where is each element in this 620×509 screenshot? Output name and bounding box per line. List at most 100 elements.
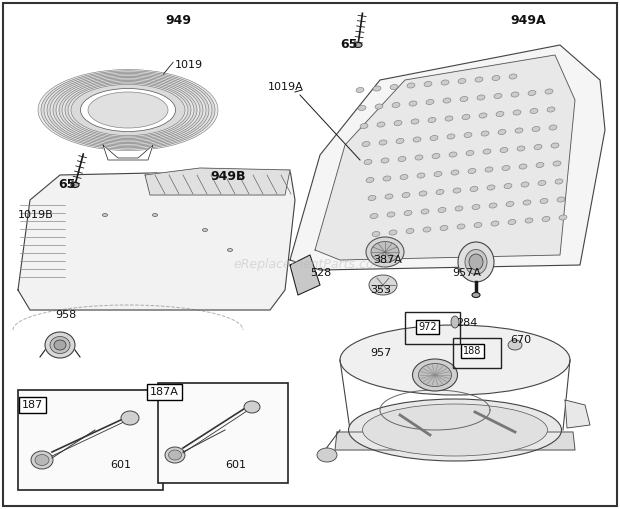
Ellipse shape — [555, 179, 563, 184]
Ellipse shape — [509, 74, 517, 79]
Ellipse shape — [372, 232, 380, 237]
Ellipse shape — [356, 88, 364, 93]
Ellipse shape — [394, 121, 402, 126]
Ellipse shape — [153, 213, 157, 216]
Ellipse shape — [553, 161, 561, 166]
Ellipse shape — [56, 77, 200, 143]
Bar — [405, 312, 460, 344]
Ellipse shape — [366, 237, 404, 267]
Ellipse shape — [515, 128, 523, 133]
Ellipse shape — [440, 225, 448, 231]
Ellipse shape — [479, 113, 487, 118]
Ellipse shape — [438, 208, 446, 213]
Ellipse shape — [534, 145, 542, 150]
Ellipse shape — [62, 80, 194, 139]
Ellipse shape — [426, 99, 434, 104]
Ellipse shape — [428, 118, 436, 123]
Ellipse shape — [165, 447, 185, 463]
Ellipse shape — [436, 189, 444, 194]
Ellipse shape — [68, 83, 188, 137]
Ellipse shape — [354, 42, 362, 47]
Ellipse shape — [483, 149, 491, 154]
Polygon shape — [145, 168, 290, 195]
Ellipse shape — [536, 162, 544, 167]
Ellipse shape — [373, 86, 381, 91]
Ellipse shape — [451, 170, 459, 175]
Ellipse shape — [508, 219, 516, 224]
Ellipse shape — [412, 359, 458, 391]
Ellipse shape — [513, 110, 521, 115]
Ellipse shape — [381, 158, 389, 163]
Ellipse shape — [521, 182, 529, 187]
Ellipse shape — [492, 75, 500, 80]
Ellipse shape — [487, 185, 495, 190]
Text: 284: 284 — [456, 318, 477, 328]
Ellipse shape — [491, 221, 499, 226]
Ellipse shape — [458, 78, 466, 83]
Text: 972: 972 — [416, 320, 437, 330]
Ellipse shape — [504, 183, 512, 188]
Text: 670: 670 — [510, 335, 531, 345]
Text: 387A: 387A — [373, 255, 402, 265]
Ellipse shape — [59, 79, 197, 141]
Ellipse shape — [559, 215, 567, 220]
Ellipse shape — [121, 411, 139, 425]
Ellipse shape — [366, 178, 374, 183]
Text: 958: 958 — [55, 310, 76, 320]
Ellipse shape — [54, 340, 66, 350]
Ellipse shape — [441, 80, 449, 85]
Text: 1019: 1019 — [175, 60, 203, 70]
Ellipse shape — [469, 254, 483, 270]
Ellipse shape — [508, 340, 522, 350]
Ellipse shape — [102, 213, 107, 216]
Ellipse shape — [447, 134, 455, 139]
Ellipse shape — [35, 455, 49, 466]
Text: 972: 972 — [418, 322, 436, 332]
Ellipse shape — [496, 111, 504, 117]
Ellipse shape — [472, 293, 480, 297]
Ellipse shape — [38, 70, 218, 151]
Ellipse shape — [419, 191, 427, 196]
Ellipse shape — [340, 325, 570, 395]
Ellipse shape — [169, 450, 182, 460]
Polygon shape — [565, 400, 590, 428]
Ellipse shape — [88, 92, 168, 128]
Ellipse shape — [449, 152, 457, 157]
Ellipse shape — [538, 181, 546, 186]
Text: 187A: 187A — [150, 387, 179, 397]
Ellipse shape — [31, 451, 53, 469]
Ellipse shape — [523, 200, 531, 205]
Ellipse shape — [71, 183, 79, 187]
Ellipse shape — [360, 124, 368, 129]
Ellipse shape — [451, 316, 459, 328]
Ellipse shape — [530, 108, 538, 114]
Ellipse shape — [413, 137, 421, 142]
Ellipse shape — [551, 143, 559, 148]
Text: 1019A: 1019A — [268, 82, 304, 92]
Ellipse shape — [415, 155, 423, 160]
Ellipse shape — [418, 363, 451, 386]
Ellipse shape — [423, 227, 431, 232]
Ellipse shape — [363, 404, 547, 456]
Ellipse shape — [389, 230, 397, 235]
Ellipse shape — [50, 336, 70, 353]
Ellipse shape — [383, 176, 391, 181]
Text: 65: 65 — [340, 38, 357, 51]
Ellipse shape — [466, 151, 474, 156]
Text: 949: 949 — [165, 14, 191, 27]
Ellipse shape — [525, 218, 533, 223]
Ellipse shape — [371, 241, 399, 263]
Ellipse shape — [65, 81, 191, 138]
Ellipse shape — [362, 142, 370, 147]
Ellipse shape — [432, 153, 440, 159]
Bar — [158, 383, 288, 483]
Ellipse shape — [474, 222, 482, 228]
Bar — [18, 390, 163, 490]
Polygon shape — [335, 432, 575, 450]
Ellipse shape — [494, 94, 502, 99]
Ellipse shape — [517, 146, 525, 151]
Ellipse shape — [464, 132, 472, 137]
Ellipse shape — [375, 104, 383, 109]
Ellipse shape — [244, 401, 260, 413]
Ellipse shape — [430, 135, 438, 140]
